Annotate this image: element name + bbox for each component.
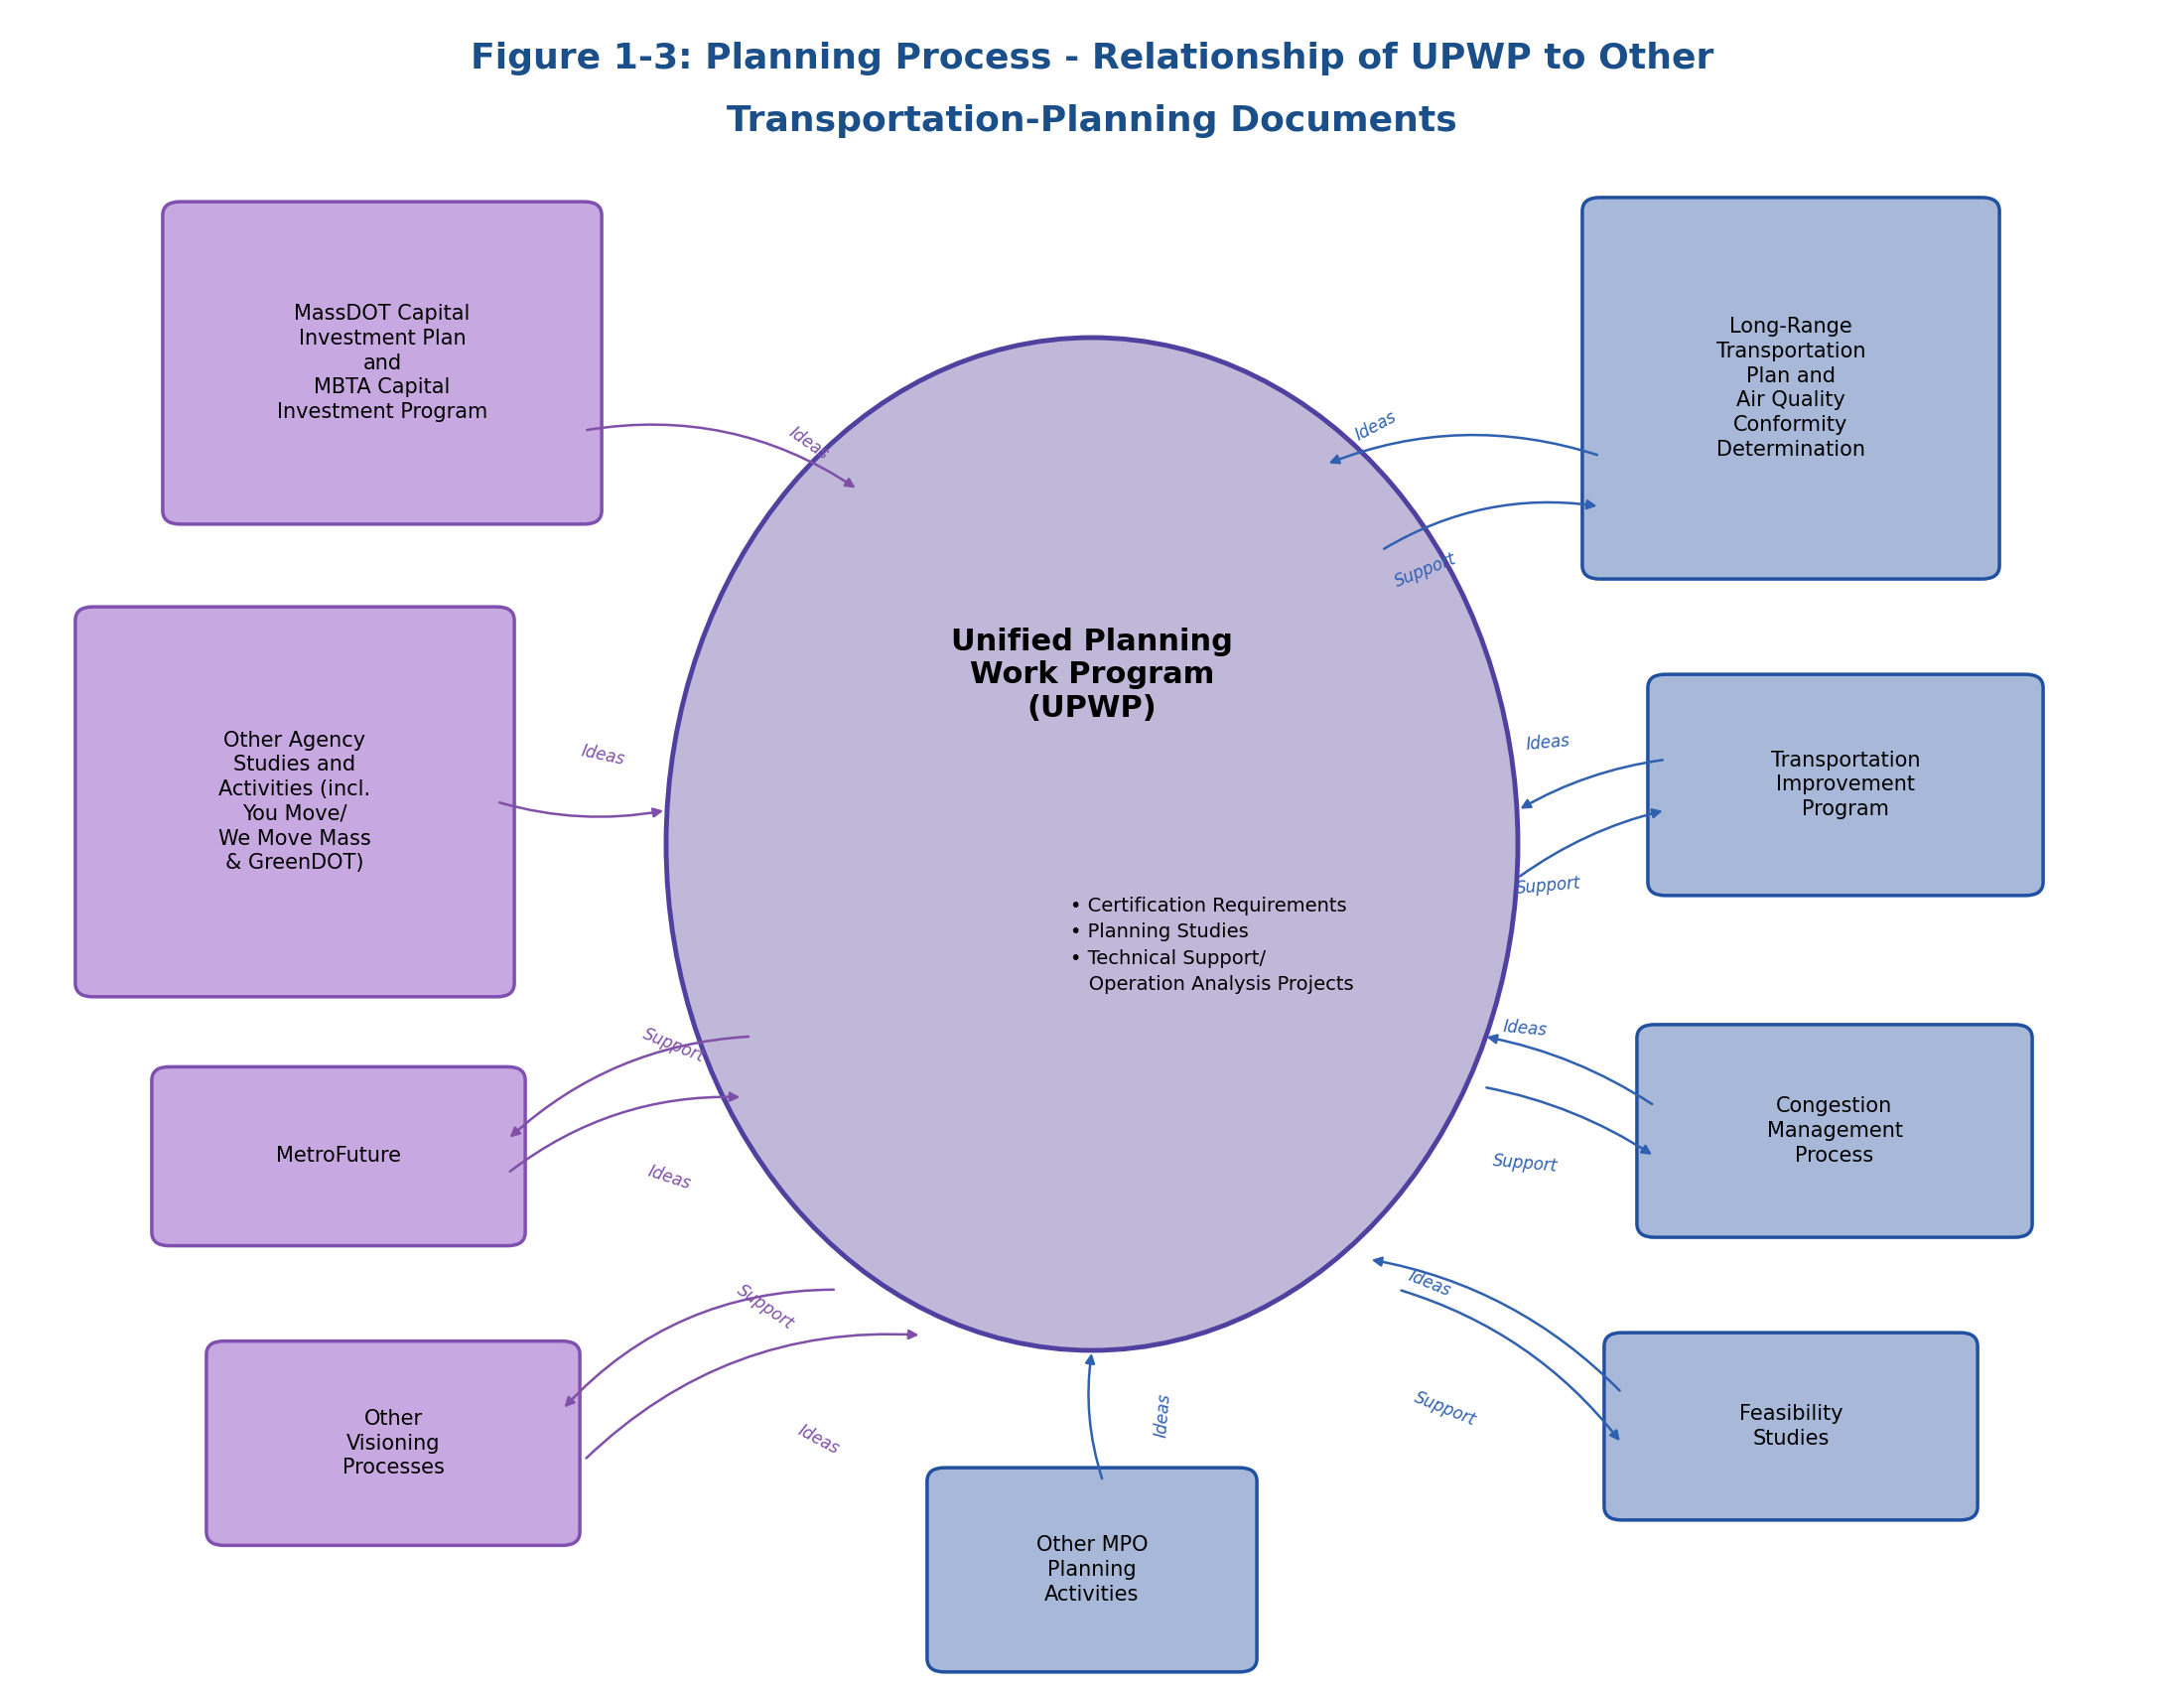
Text: Other MPO
Planning
Activities: Other MPO Planning Activities — [1035, 1536, 1149, 1604]
FancyArrowPatch shape — [1402, 1290, 1618, 1438]
Text: Transportation
Improvement
Program: Transportation Improvement Program — [1771, 751, 1920, 819]
Text: Ideas: Ideas — [1524, 733, 1570, 753]
FancyBboxPatch shape — [926, 1469, 1258, 1671]
FancyBboxPatch shape — [76, 606, 515, 996]
Text: Long-Range
Transportation
Plan and
Air Quality
Conformity
Determination: Long-Range Transportation Plan and Air Q… — [1717, 317, 1865, 459]
Text: Ideas: Ideas — [1503, 1018, 1548, 1040]
Text: Ideas: Ideas — [1406, 1268, 1455, 1300]
Text: Other Agency
Studies and
Activities (incl.
You Move/
We Move Mass
& GreenDOT): Other Agency Studies and Activities (inc… — [218, 731, 371, 873]
Text: Transportation-Planning Documents: Transportation-Planning Documents — [727, 105, 1457, 138]
FancyBboxPatch shape — [1581, 197, 2001, 579]
Text: Ideas: Ideas — [581, 743, 627, 768]
Text: MassDOT Capital
Investment Plan
and
MBTA Capital
Investment Program: MassDOT Capital Investment Plan and MBTA… — [277, 304, 487, 422]
FancyArrowPatch shape — [566, 1290, 834, 1406]
FancyBboxPatch shape — [1638, 1025, 2031, 1237]
Text: Congestion
Management
Process: Congestion Management Process — [1767, 1097, 1902, 1165]
FancyBboxPatch shape — [205, 1340, 579, 1546]
FancyBboxPatch shape — [153, 1067, 526, 1246]
Text: Ideas: Ideas — [784, 424, 832, 463]
FancyArrowPatch shape — [500, 802, 662, 817]
FancyArrowPatch shape — [1385, 501, 1594, 549]
FancyArrowPatch shape — [1522, 760, 1662, 807]
Text: Ideas: Ideas — [795, 1421, 843, 1458]
Text: Support: Support — [1516, 874, 1581, 898]
Text: Support: Support — [1411, 1388, 1479, 1430]
Text: Figure 1-3: Planning Process - Relationship of UPWP to Other: Figure 1-3: Planning Process - Relations… — [470, 42, 1714, 76]
FancyArrowPatch shape — [1487, 1087, 1649, 1153]
Text: Ideas: Ideas — [644, 1161, 692, 1193]
Text: Support: Support — [1492, 1153, 1559, 1175]
Text: Feasibility
Studies: Feasibility Studies — [1738, 1404, 1843, 1448]
FancyArrowPatch shape — [1332, 436, 1597, 463]
Text: Other
Visioning
Processes: Other Visioning Processes — [343, 1409, 443, 1477]
FancyArrowPatch shape — [587, 425, 854, 486]
FancyArrowPatch shape — [511, 1094, 738, 1171]
Text: Ideas: Ideas — [1352, 408, 1400, 444]
FancyArrowPatch shape — [1489, 1035, 1651, 1104]
FancyArrowPatch shape — [1374, 1258, 1621, 1391]
FancyBboxPatch shape — [1603, 1334, 1979, 1519]
Text: Unified Planning
Work Program
(UPWP): Unified Planning Work Program (UPWP) — [950, 628, 1234, 722]
Text: Support: Support — [640, 1025, 708, 1067]
Text: • Certification Requirements
• Planning Studies
• Technical Support/
   Operatio: • Certification Requirements • Planning … — [1070, 896, 1354, 994]
FancyArrowPatch shape — [1520, 810, 1660, 876]
FancyArrowPatch shape — [585, 1330, 915, 1458]
Text: MetroFuture: MetroFuture — [275, 1146, 402, 1166]
FancyArrowPatch shape — [511, 1036, 749, 1136]
FancyBboxPatch shape — [162, 203, 601, 523]
Text: Ideas: Ideas — [1153, 1393, 1173, 1438]
FancyBboxPatch shape — [1647, 675, 2044, 895]
Text: Support: Support — [734, 1281, 797, 1334]
Text: Support: Support — [1391, 550, 1459, 591]
Ellipse shape — [666, 338, 1518, 1350]
FancyArrowPatch shape — [1085, 1355, 1103, 1479]
